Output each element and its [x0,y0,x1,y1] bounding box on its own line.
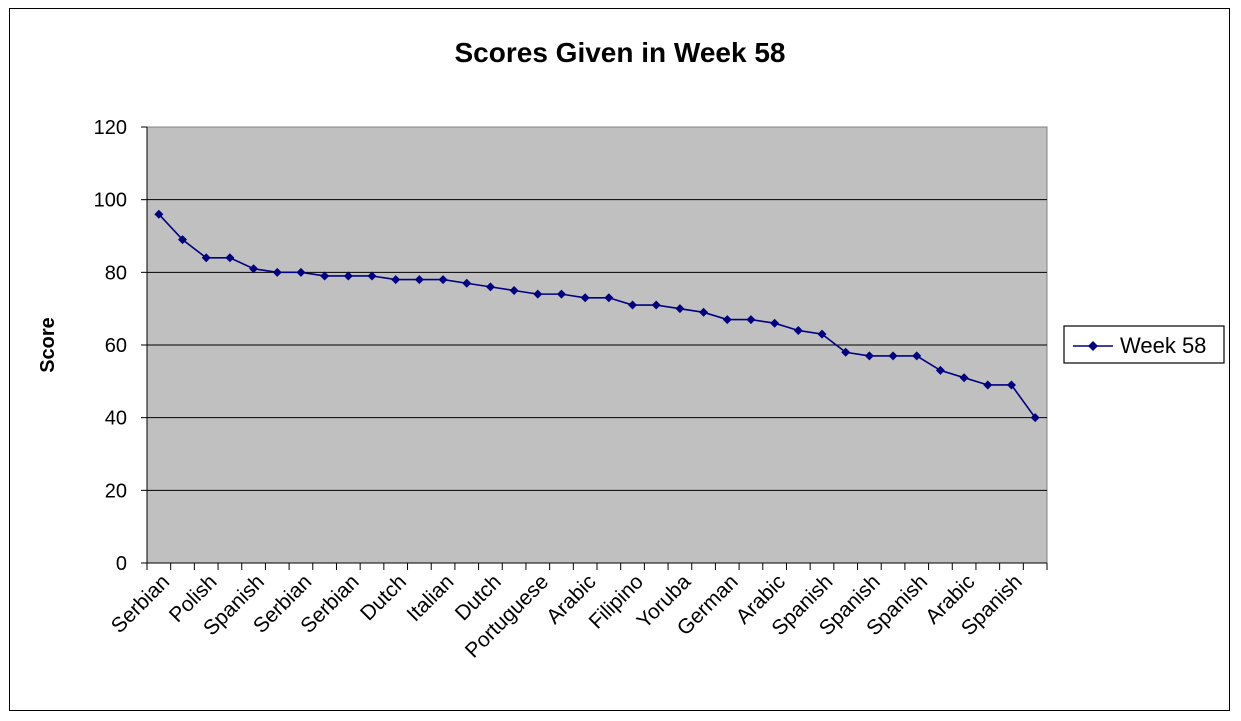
data-point [509,286,519,295]
data-point [864,351,874,361]
data-point [178,235,188,245]
data-point [959,373,969,383]
y-tick-label: 80 [105,262,127,284]
data-point [391,275,401,285]
data-point [746,315,756,325]
data-point [651,300,661,310]
data-point [1030,413,1040,423]
data-point [628,300,638,310]
data-point [912,351,922,361]
data-point [225,253,235,263]
data-point [320,271,330,281]
data-point [154,209,164,219]
y-tick-label: 0 [116,553,127,575]
x-tick-label: Dutch [356,570,411,625]
data-point [367,271,377,281]
y-tick-label: 40 [105,408,127,430]
data-point [485,282,495,292]
y-tick-label: 100 [94,190,127,212]
data-point [533,289,543,299]
chart-frame [9,8,1230,711]
data-point [699,307,709,317]
data-point [793,325,803,335]
data-point [675,304,685,314]
data-point [983,380,993,390]
y-tick-label: 60 [105,335,127,357]
data-point [414,275,424,285]
legend-label: Week 58 [1120,333,1206,358]
data-point [438,275,448,285]
legend-diamond-marker [1088,341,1098,351]
data-point [1006,380,1016,390]
data-point [888,351,898,361]
data-point [817,329,827,339]
y-tick-label: 20 [105,480,127,502]
chart-title: Scores Given in Week 58 [455,37,786,68]
data-point [343,271,353,281]
y-axis-label: Score [37,317,59,373]
data-point [201,253,211,263]
data-point [722,315,732,325]
data-point [935,365,945,375]
data-point [604,293,614,303]
x-tick-label: Italian [403,570,459,626]
data-point [556,289,566,299]
data-point [296,267,306,277]
x-axis-ticks: SerbianPolishSpanishSerbianSerbianDutchI… [107,563,1048,662]
x-tick-label: Serbian [107,570,174,637]
data-point [249,264,259,274]
data-point [272,267,282,277]
y-axis-ticks: 0 20 40 60 80 100 120 [94,117,147,575]
data-point [462,278,472,288]
data-point [841,347,851,357]
data-point [770,318,780,328]
series-group [154,209,1040,423]
legend: Week 58 [1063,325,1225,364]
y-tick-label: 120 [94,117,127,139]
data-point [580,293,590,303]
